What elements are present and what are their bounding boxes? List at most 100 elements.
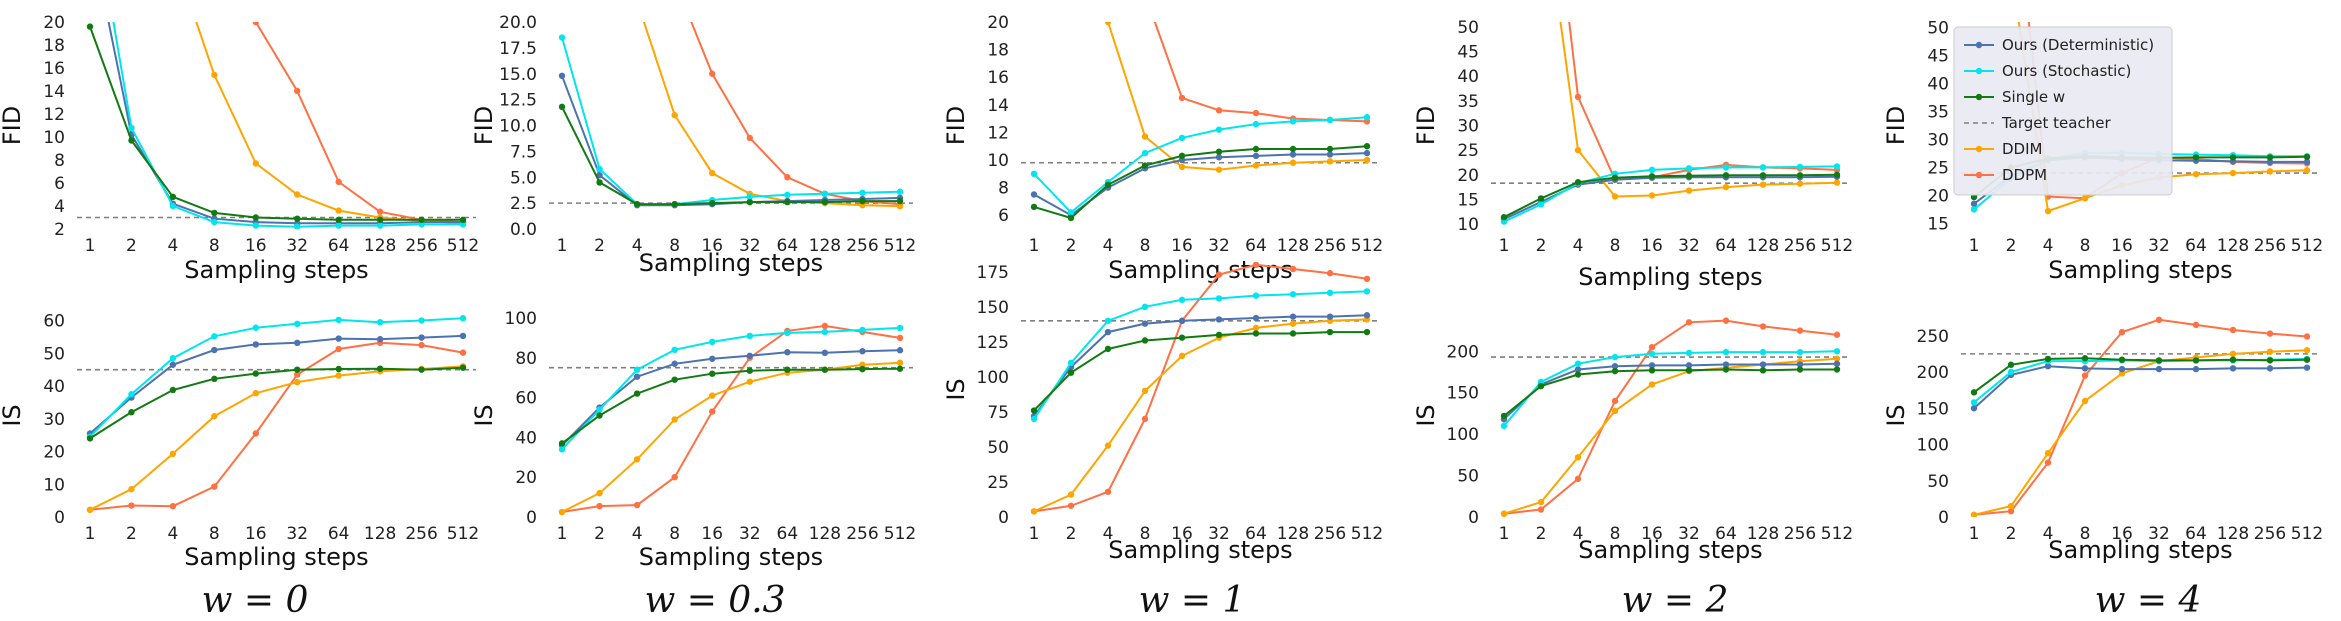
y-tick-label: 250 [1917, 327, 1949, 347]
data-point-single-w [1611, 367, 1619, 375]
data-point-ours-deterministic [1215, 154, 1223, 161]
caption-w0: w = 0 [202, 580, 309, 621]
data-point-ddim [1067, 491, 1075, 498]
x-tick-label: 1 [557, 524, 568, 544]
data-point-ddpm [459, 349, 467, 356]
data-point-ddpm [1833, 331, 1841, 338]
x-tick-label: 32 [2148, 524, 2170, 544]
x-tick-label: 1 [1029, 524, 1040, 544]
y-axis-label: IS [942, 378, 970, 400]
data-point-ddpm [2118, 328, 2126, 336]
plot-area [549, 22, 913, 210]
data-point-ours-deterministic [1648, 362, 1656, 369]
data-point-ddim [2081, 195, 2089, 202]
data-point-ours-deterministic [2266, 365, 2274, 372]
series-line-ddpm [254, 22, 464, 224]
legend-marker-ours-stochastic [1975, 67, 1983, 75]
y-tick-label: 0.0 [510, 220, 537, 240]
data-point-ours-stochastic [294, 223, 301, 229]
y-tick-label: 6 [54, 174, 65, 194]
data-point-ours-stochastic [1178, 296, 1186, 304]
data-point-single-w [1833, 366, 1841, 373]
x-tick-label: 128 [2217, 236, 2249, 256]
x-tick-label: 32 [2148, 236, 2170, 256]
data-point-ours-stochastic [859, 189, 866, 196]
data-point-ours-deterministic [1104, 328, 1112, 336]
data-point-ddpm [2229, 326, 2237, 334]
data-point-ours-stochastic [1574, 360, 1582, 367]
y-tick-label: 45 [1457, 43, 1479, 63]
data-point-ours-stochastic [1759, 164, 1767, 171]
data-point-ours-deterministic [1722, 361, 1730, 368]
data-point-ours-stochastic [896, 188, 904, 195]
x-tick-label: 64 [2185, 524, 2207, 544]
data-point-ours-stochastic [418, 221, 425, 228]
data-point-ddpm [1326, 270, 1334, 277]
x-tick-label: 512 [1821, 236, 1853, 256]
y-axis-label: FID [942, 106, 970, 145]
data-point-ours-deterministic [1574, 366, 1582, 373]
data-point-ddim [2081, 397, 2089, 405]
data-point-ddim [2303, 167, 2311, 174]
data-point-single-w [1759, 367, 1767, 374]
x-tick-label: 1 [1499, 524, 1510, 544]
x-tick-label: 1 [85, 524, 96, 544]
data-point-ddim [1537, 498, 1545, 506]
data-point-ddim [1141, 387, 1149, 395]
data-point-single-w [1178, 334, 1186, 341]
series-line-ours-deterministic [561, 349, 901, 447]
data-point-single-w [1030, 407, 1038, 414]
data-point-ddim [1970, 511, 1978, 517]
x-tick-label: 4 [2043, 236, 2054, 256]
data-point-single-w [1648, 173, 1656, 180]
data-point-ddpm [1141, 415, 1149, 423]
y-tick-label: 60 [515, 389, 537, 409]
data-point-ours-stochastic [1326, 289, 1334, 297]
data-point-ours-deterministic [418, 334, 425, 341]
data-point-ours-deterministic [1141, 320, 1149, 327]
data-point-ddpm [1215, 271, 1223, 278]
y-axis-label: IS [470, 404, 498, 426]
data-point-single-w [2155, 357, 2163, 364]
data-point-ddpm [671, 473, 678, 481]
data-point-ours-deterministic [671, 360, 678, 367]
x-tick-label: 64 [328, 236, 350, 256]
x-tick-label: 64 [328, 524, 350, 544]
x-tick-label: 512 [1821, 524, 1853, 544]
data-point-ours-deterministic [1326, 313, 1334, 320]
y-tick-label: 0 [998, 508, 1009, 528]
y-tick-label: 25 [1927, 158, 1949, 178]
data-point-ddpm [335, 345, 342, 353]
data-point-ours-stochastic [1970, 399, 1978, 406]
series-line-single-w [561, 106, 900, 206]
data-point-ddim [294, 191, 301, 198]
data-point-ours-stochastic [459, 221, 467, 228]
y-tick-label: 35 [1457, 92, 1479, 112]
x-tick-label: 16 [2111, 524, 2133, 544]
data-point-ddim [2229, 169, 2237, 177]
data-point-ours-stochastic [1537, 201, 1545, 208]
data-point-ours-deterministic [2229, 365, 2237, 372]
data-point-single-w [821, 198, 829, 206]
y-tick-label: 40 [43, 377, 65, 397]
data-point-ours-deterministic [709, 355, 716, 362]
data-point-ddpm [211, 483, 218, 490]
data-point-ddim [2192, 170, 2200, 178]
x-tick-label: 2 [126, 524, 137, 544]
y-tick-label: 4 [54, 197, 65, 217]
data-point-ddpm [252, 22, 259, 26]
data-point-ddpm [1722, 317, 1730, 324]
data-point-ddpm [252, 430, 259, 437]
plot-area [549, 322, 913, 516]
legend-marker-ddpm [1975, 171, 1983, 179]
data-point-single-w [1289, 330, 1297, 337]
x-tick-label: 32 [739, 236, 761, 256]
data-point-ddim [2229, 350, 2237, 358]
series-line-ours-stochastic [112, 22, 463, 228]
y-tick-label: 2 [54, 220, 65, 240]
data-point-single-w [1215, 331, 1223, 339]
captions: w = 0 w = 0.3 w = 1 w = 2 w = 4 [202, 580, 2202, 621]
data-point-ours-stochastic [252, 222, 259, 229]
data-point-single-w [2229, 154, 2237, 161]
data-point-ours-stochastic [596, 406, 603, 413]
